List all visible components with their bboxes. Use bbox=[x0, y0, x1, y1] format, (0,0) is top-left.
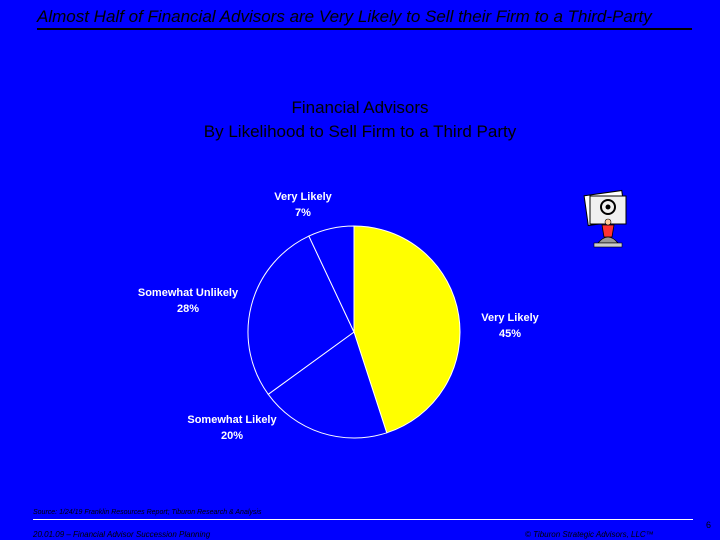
slice-label-somewhat-unlikely: Somewhat Unlikely 28% bbox=[124, 285, 252, 317]
chart-title-block: Financial Advisors By Likelihood to Sell… bbox=[60, 96, 660, 144]
slice-label-somewhat-likely: Somewhat Likely 20% bbox=[171, 412, 293, 444]
slice-value-text: 45% bbox=[498, 328, 522, 340]
slide-title: Almost Half of Financial Advisors are Ve… bbox=[37, 6, 692, 30]
slice-label-text: Very Likely bbox=[274, 191, 332, 203]
slice-label-text: Somewhat Likely bbox=[187, 414, 277, 426]
source-note: Source: 1/24/19 Franklin Resources Repor… bbox=[33, 509, 262, 516]
chart-subtitle: By Likelihood to Sell Firm to a Third Pa… bbox=[203, 122, 517, 141]
slice-label-text: Somewhat Unlikely bbox=[137, 287, 239, 299]
pie-slice-very-likely-small bbox=[308, 225, 355, 333]
chart-title: Financial Advisors bbox=[291, 98, 429, 117]
page-number: 6 bbox=[706, 520, 712, 530]
slice-value-text: 20% bbox=[220, 430, 244, 442]
slice-label-text: Very Likely bbox=[481, 312, 539, 324]
footer-left-text: 20.01.09 – Financial Advisor Succession … bbox=[33, 530, 211, 539]
pie-slice-somewhat-likely bbox=[267, 331, 388, 439]
slice-label-very-likely-large: Very Likely 45% bbox=[468, 310, 552, 342]
footer-copyright: © Tiburon Strategic Advisors, LLC™ bbox=[525, 530, 654, 539]
slice-label-very-likely-small: Very Likely 7% bbox=[250, 189, 356, 221]
pie-slice-somewhat-unlikely bbox=[247, 235, 355, 396]
slice-value-text: 7% bbox=[295, 207, 311, 219]
pie-slice-very-likely-large bbox=[353, 225, 461, 434]
presenter-clipart-icon bbox=[583, 189, 627, 248]
footer-divider bbox=[33, 519, 693, 520]
slice-value-text: 28% bbox=[176, 303, 200, 315]
